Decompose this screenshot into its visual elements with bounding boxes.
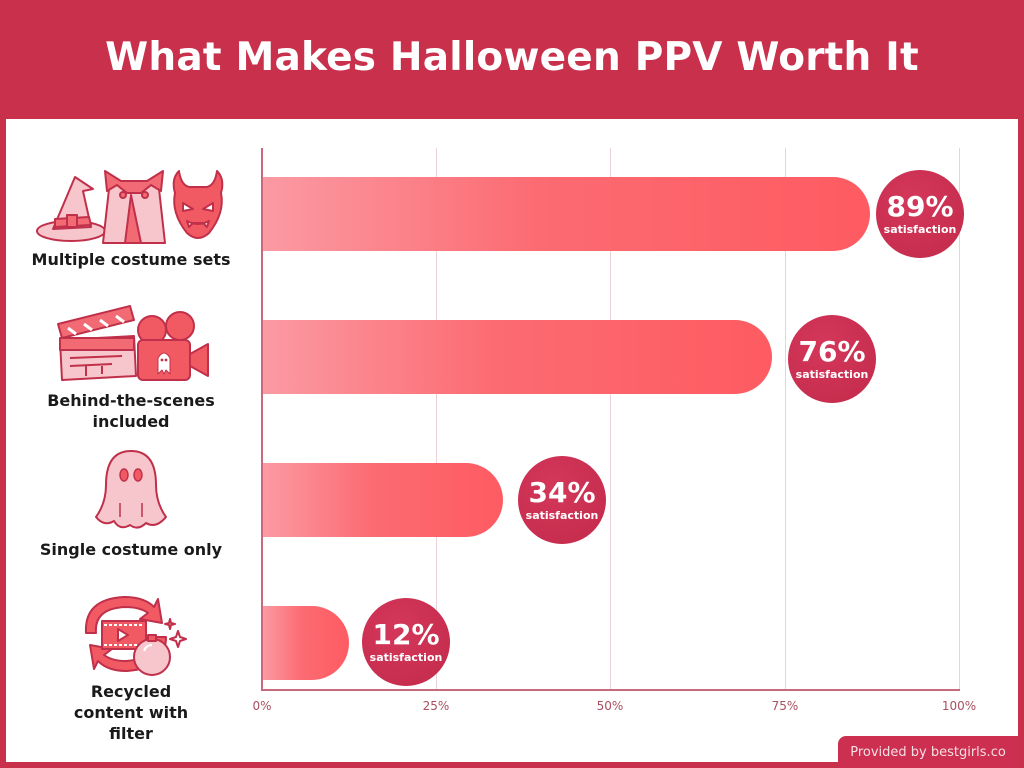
category-row-costume-sets: Multiple costume sets (6, 163, 256, 270)
value-percent: 34% (528, 476, 596, 509)
value-badge: 89% satisfaction (876, 170, 964, 258)
header-banner: What Makes Halloween PPV Worth It (0, 0, 1024, 119)
category-label: Single costume only (39, 540, 223, 559)
category-row-behind-the-scenes: Behind-the-scenes included (6, 300, 256, 432)
value-caption: satisfaction (369, 651, 443, 664)
value-badge: 12% satisfaction (362, 598, 450, 686)
x-axis-line (261, 689, 960, 691)
gridline-50 (610, 148, 611, 690)
value-percent: 12% (372, 618, 440, 651)
value-percent: 76% (798, 335, 866, 368)
category-label: Multiple costume sets (31, 250, 231, 269)
bar-single-costume[interactable] (263, 463, 503, 537)
y-axis-line (261, 148, 263, 691)
bar-recycled-content[interactable] (263, 606, 349, 680)
recycle-video-icon (6, 585, 256, 681)
value-badge: 34% satisfaction (518, 456, 606, 544)
source-credit: Provided by bestgirls.co (838, 736, 1018, 768)
category-row-recycled-content: Recycled content with filter (6, 585, 256, 744)
x-tick: 75% (771, 699, 799, 713)
chart-panel: 0% 25% 50% 75% 100% (6, 119, 1018, 762)
bar-costume-sets[interactable] (263, 177, 870, 251)
value-caption: satisfaction (525, 509, 599, 522)
category-label: Recycled content with filter (73, 682, 189, 743)
value-percent: 89% (886, 190, 954, 223)
category-label: Behind-the-scenes included (47, 391, 215, 431)
x-tick: 50% (596, 699, 624, 713)
chart-title: What Makes Halloween PPV Worth It (105, 35, 919, 80)
category-row-single-costume: Single costume only (6, 445, 256, 560)
gridline-100 (959, 148, 960, 690)
ghost-icon (6, 445, 256, 535)
gridline-25 (436, 148, 437, 690)
value-badge: 76% satisfaction (788, 315, 876, 403)
x-tick: 100% (941, 699, 977, 713)
bar-behind-the-scenes[interactable] (263, 320, 772, 394)
value-caption: satisfaction (883, 223, 957, 236)
value-caption: satisfaction (795, 368, 869, 381)
costume-set-icon (6, 163, 256, 245)
gridline-75 (785, 148, 786, 690)
x-tick: 25% (422, 699, 450, 713)
film-camera-icon (6, 300, 256, 386)
x-tick: 0% (252, 699, 272, 713)
